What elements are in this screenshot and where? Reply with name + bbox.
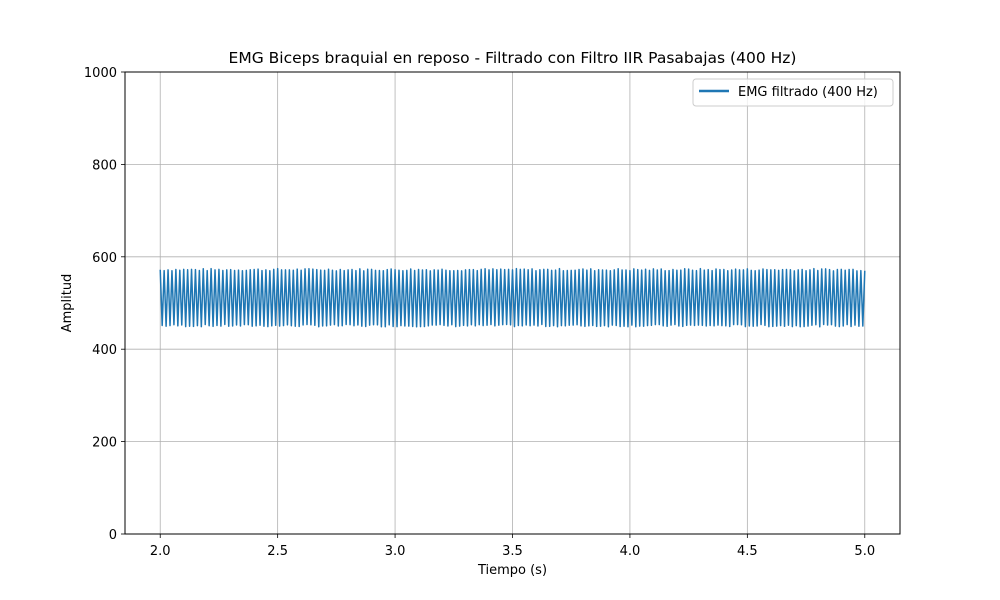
- y-tick-label: 600: [92, 251, 117, 266]
- series-line-emg-filtrado: [159, 267, 866, 328]
- x-tick-label: 2.0: [150, 544, 171, 559]
- legend-box: [692, 78, 894, 107]
- x-tick-label: 4.5: [737, 544, 758, 559]
- y-tick-label: 200: [92, 436, 117, 451]
- chart-title: EMG Biceps braquial en reposo - Filtrado…: [229, 49, 797, 67]
- y-tick-label: 0: [109, 528, 117, 543]
- x-tick-label: 3.0: [385, 544, 406, 559]
- x-axis: 2.0 2.5 3.0 3.5 4.0 4.5 5.0: [150, 534, 875, 559]
- y-tick-label: 800: [92, 158, 117, 173]
- y-axis: 0 200 400 600 800 1000: [84, 66, 125, 543]
- legend-label: EMG filtrado (400 Hz): [738, 85, 878, 100]
- plot-area: [159, 267, 866, 328]
- legend: EMG filtrado (400 Hz): [692, 78, 894, 107]
- x-axis-label: Tiempo (s): [477, 563, 547, 578]
- x-tick-label: 2.5: [267, 544, 288, 559]
- y-tick-label: 400: [92, 343, 117, 358]
- x-tick-label: 4.0: [620, 544, 641, 559]
- y-tick-label: 1000: [84, 66, 117, 81]
- x-tick-label: 3.5: [502, 544, 523, 559]
- y-axis-label: Amplitud: [60, 274, 75, 333]
- x-tick-label: 5.0: [854, 544, 875, 559]
